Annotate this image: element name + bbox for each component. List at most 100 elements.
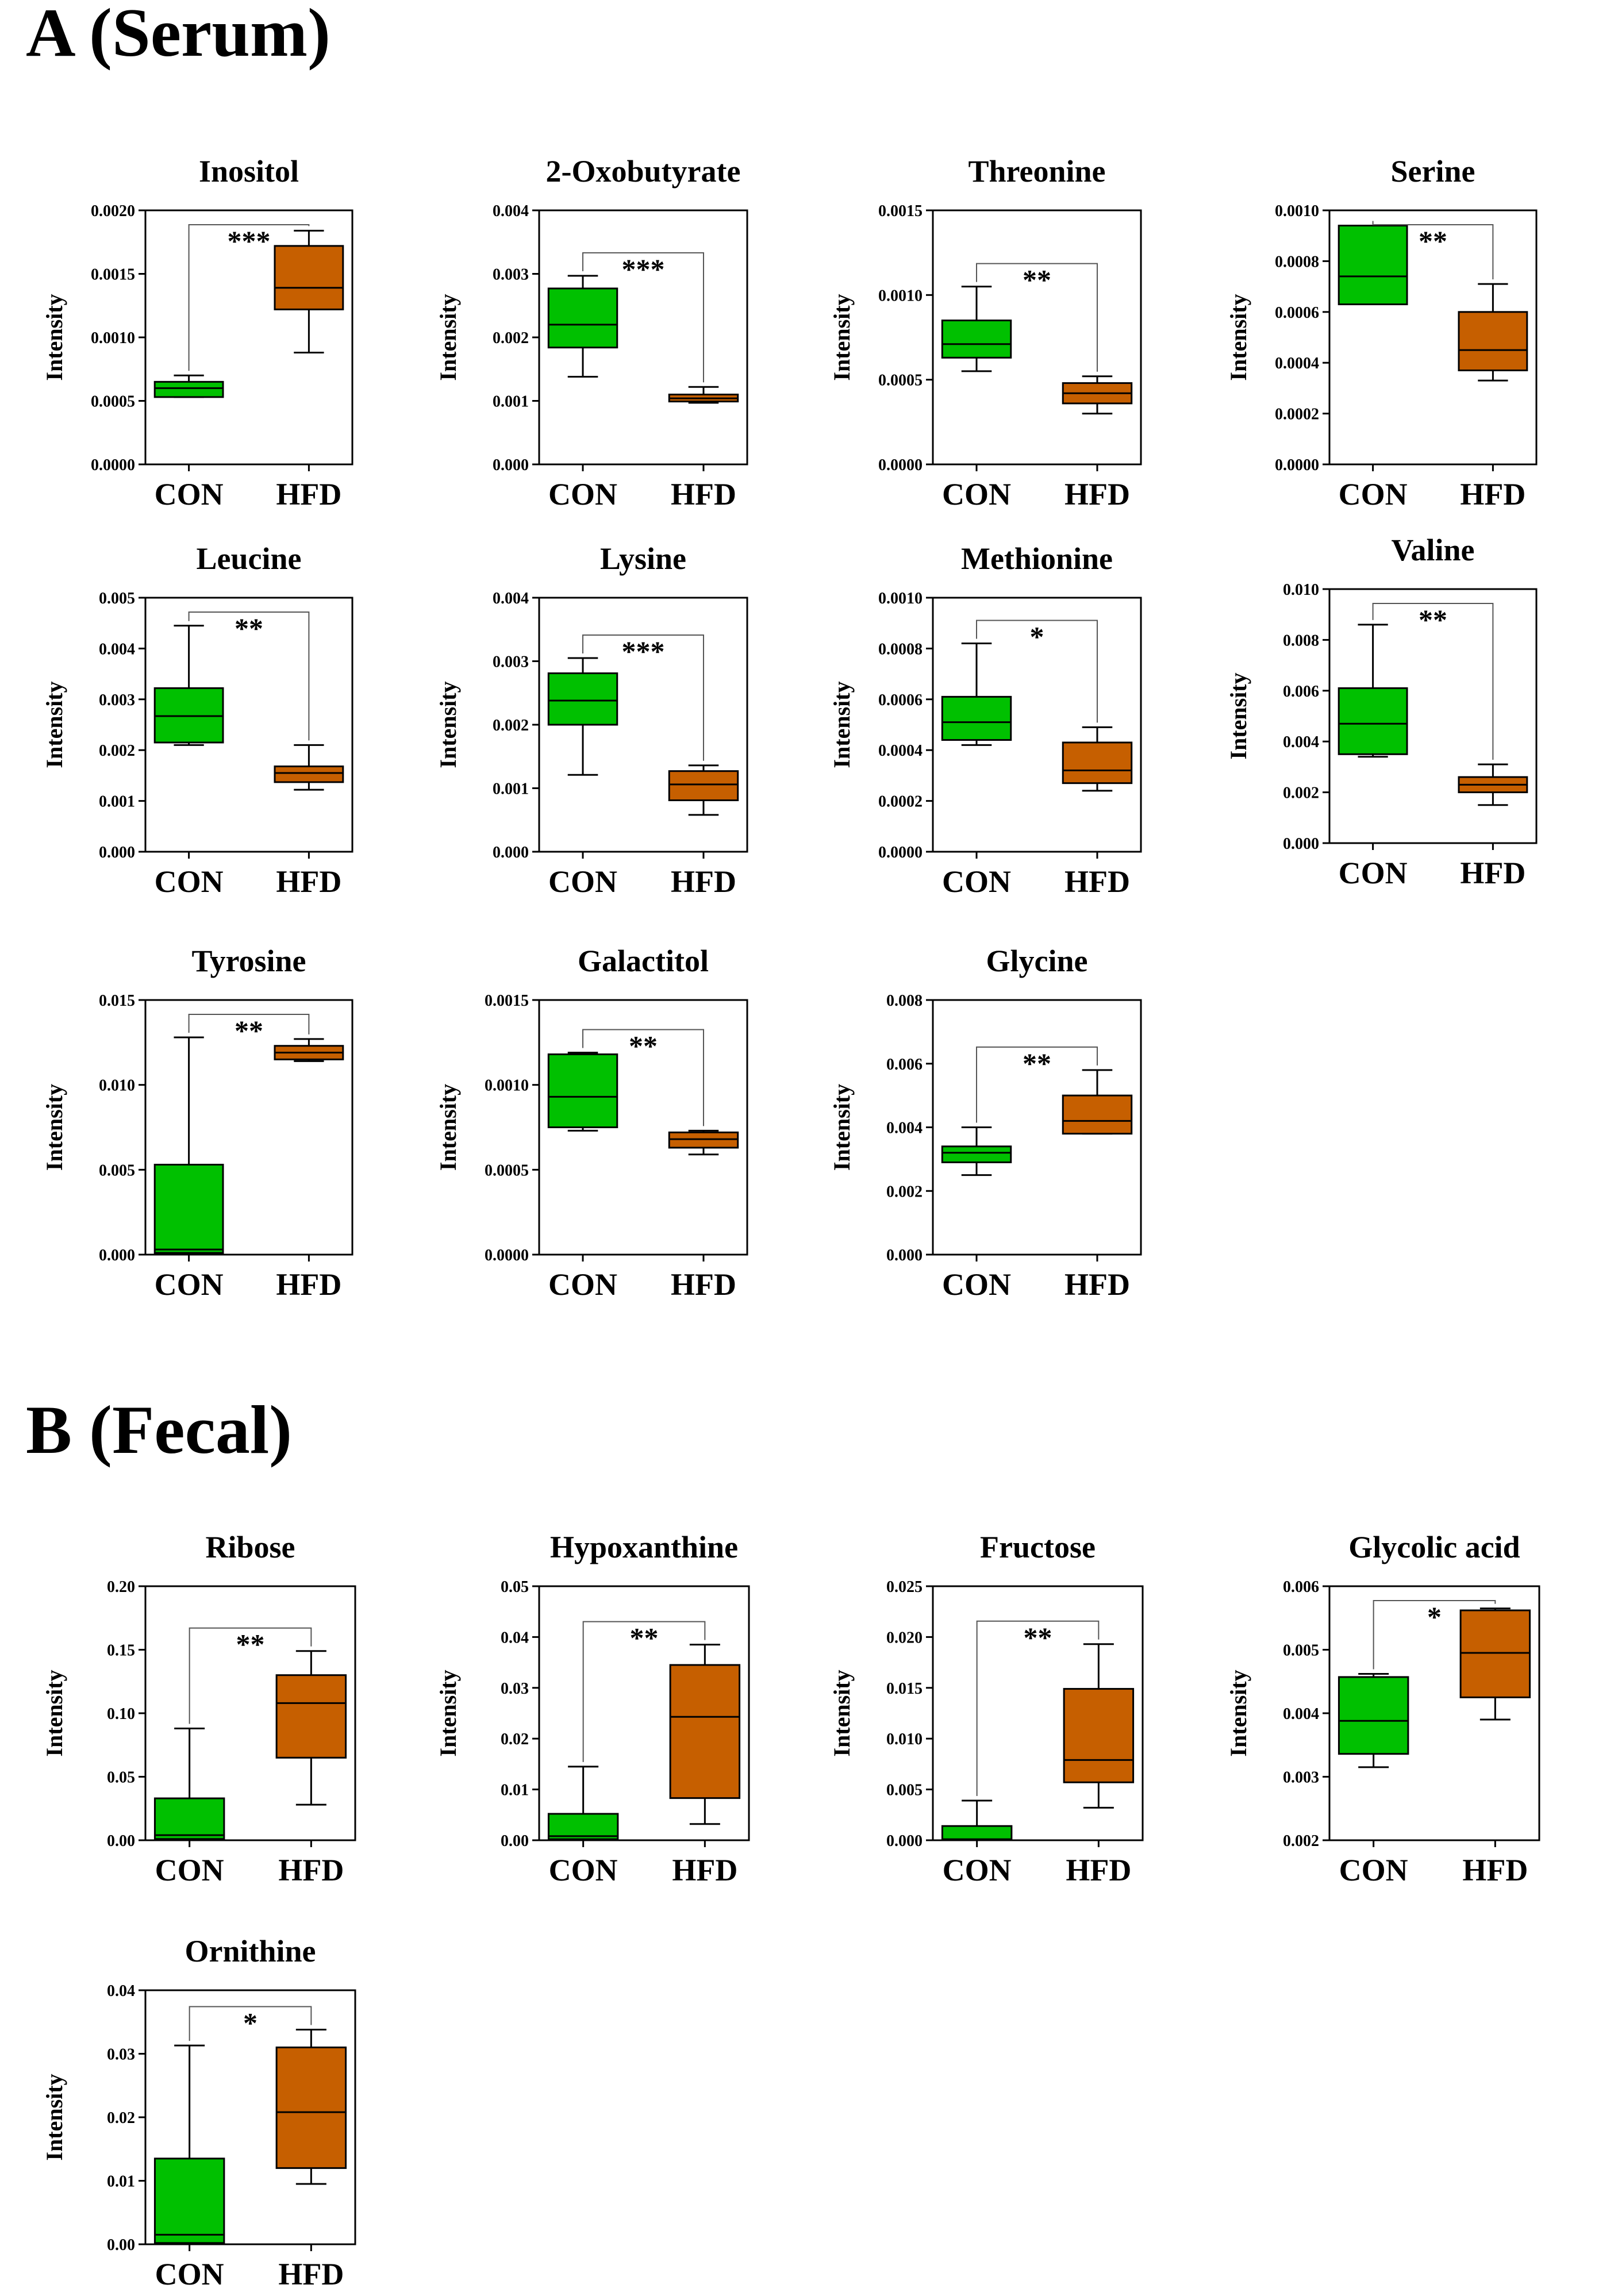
significance-label: * [1427,1601,1442,1633]
y-tick-label: 0.000 [99,844,135,862]
chart-galactitol: Galactitol Intensity 0.0000 0.0005 0.0010 0.0… [435,944,748,1302]
chart-title: Glycolic acid [1348,1530,1520,1564]
y-axis-title: Intensity [435,1670,461,1756]
box-body [547,1053,618,1129]
plot-frame [932,597,1142,853]
significance-label: *** [622,253,665,285]
y-tick-label: 0.03 [107,2046,135,2064]
box-con [547,1766,619,1841]
y-tick-label: 0.005 [1283,1642,1319,1660]
y-tick-label: 0.004 [99,640,135,658]
box-body [668,770,739,801]
chart-title: Ornithine [185,1934,316,1968]
chart-title: Methionine [961,541,1113,576]
x-category-label: CON [155,1267,224,1302]
y-tick-label: 0.005 [886,1782,923,1799]
significance-bracket [188,612,310,741]
y-tick-label: 0.025 [886,1578,923,1596]
y-tick-label: 0.000 [99,1247,135,1264]
y-axis-title: Intensity [435,294,461,380]
box-hfd [669,1644,741,1825]
significance-label: ** [235,612,263,644]
chart-title: Tyrosine [191,944,306,978]
box-body [547,672,618,726]
y-tick-label: 0.000 [886,1832,923,1850]
box-con [547,657,618,776]
chart-title: Hypoxanthine [550,1530,738,1564]
significance-bracket [1372,603,1494,760]
y-tick-label: 0.002 [1283,1832,1319,1850]
chart-title: Threonine [968,154,1105,189]
chart-fructose: Fructose Intensity 0.000 0.005 0.010 0.015 0.0… [829,1530,1144,1887]
x-category-label: HFD [276,864,341,899]
box-body [941,1145,1012,1163]
box-body [274,245,344,310]
y-tick-label: 0.0000 [91,456,135,474]
chart-2-oxobutyrate: 2-Oxobutyrate Intensity 0.000 0.001 0.002 0.0… [435,154,748,511]
y-axis-title: Intensity [1225,294,1251,380]
plot-frame [538,999,748,1256]
y-tick-label: 0.0015 [878,202,923,220]
y-tick-label: 0.004 [493,590,529,607]
y-tick-label: 0.000 [886,1247,923,1264]
chart-title: Glycine [986,944,1088,978]
y-tick-label: 0.0006 [1275,304,1319,322]
x-category-label: CON [1339,856,1408,890]
y-tick-label: 0.001 [493,393,529,411]
significance-label: ** [1419,225,1447,257]
box-body [1458,311,1528,371]
box-body [153,380,224,398]
significance-bracket [976,1046,1098,1123]
significance-label: ** [630,1622,659,1654]
box-con [941,1126,1012,1176]
y-tick-label: 0.10 [107,1705,135,1723]
x-category-label: HFD [671,477,736,511]
y-axis-title: Intensity [41,681,67,768]
x-category-label: CON [549,1853,618,1887]
y-tick-label: 0.0010 [485,1077,529,1095]
x-category-label: HFD [671,1267,736,1302]
y-tick-label: 0.01 [107,2173,135,2191]
y-tick-label: 0.0020 [91,202,135,220]
section-a-title: A (Serum) [26,0,330,71]
plot-frame [1328,588,1538,844]
y-tick-label: 0.005 [99,1162,135,1179]
x-category-label: HFD [1460,856,1525,890]
y-tick-label: 0.0004 [1275,355,1319,372]
y-tick-label: 0.04 [107,1982,135,2000]
x-category-label: CON [548,1267,617,1302]
significance-bracket [976,620,1098,723]
y-tick-label: 0.010 [886,1730,923,1748]
chart-title: Inositol [199,154,299,189]
y-tick-label: 0.00 [107,2236,135,2254]
box-con [153,374,224,398]
chart-serine: Serine Intensity 0.0000 0.0002 0.0004 0.0006 0… [1225,154,1538,511]
y-axis-title: Intensity [41,294,67,380]
significance-label: * [1030,621,1044,653]
y-axis-title: Intensity [435,681,461,768]
y-tick-label: 0.0005 [91,393,135,411]
box-hfd [275,2029,347,2185]
y-tick-label: 0.00 [107,1832,135,1850]
box-body [1338,687,1408,755]
plot-frame [144,1585,356,1841]
chart-lysine: Lysine Intensity 0.000 0.001 0.002 0.003 0.004… [435,541,748,899]
y-tick-label: 0.0005 [878,372,923,390]
y-tick-label: 0.0006 [878,691,923,709]
y-tick-label: 0.0008 [878,640,923,658]
box-hfd [1458,283,1528,382]
x-category-label: HFD [278,2257,344,2291]
box-con [547,1052,618,1132]
y-tick-label: 0.000 [493,456,529,474]
box-hfd [1458,763,1528,806]
box-con [1338,1672,1409,1768]
y-tick-label: 0.00 [501,1832,529,1850]
chart-tyrosine: Tyrosine Intensity 0.000 0.005 0.010 0.015 CON… [41,944,353,1302]
y-tick-label: 0.0010 [91,329,135,347]
y-tick-label: 0.006 [886,1056,923,1074]
chart-leucine: Leucine Intensity 0.000 0.001 0.002 0.003 0.00… [41,541,353,899]
y-tick-label: 0.000 [493,844,529,862]
plot-frame [144,597,353,853]
significance-label: ** [1023,264,1051,296]
significance-bracket [976,263,1098,372]
